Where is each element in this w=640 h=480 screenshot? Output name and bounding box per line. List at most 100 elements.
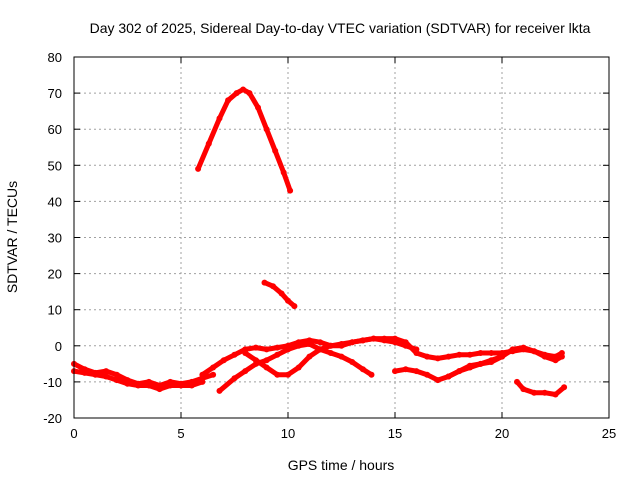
data-point: [488, 350, 495, 356]
x-tick-label: 10: [281, 426, 295, 441]
data-point: [295, 342, 302, 349]
data-point: [349, 339, 356, 346]
x-tick-label: 0: [70, 426, 77, 441]
data-point: [424, 371, 431, 378]
data-point: [263, 357, 270, 364]
y-tick-label: 60: [48, 122, 62, 137]
data-point: [531, 348, 538, 355]
data-point: [81, 369, 88, 376]
data-point: [280, 169, 287, 176]
data-point: [272, 147, 279, 154]
data-point: [242, 368, 249, 375]
data-point: [240, 86, 247, 93]
data-point: [349, 359, 356, 365]
data-point: [445, 353, 452, 360]
data-point: [167, 382, 174, 389]
data-point: [274, 371, 281, 378]
data-point: [103, 373, 110, 380]
data-point: [499, 353, 505, 360]
x-tick-label: 20: [495, 426, 509, 441]
data-point: [359, 337, 366, 344]
data-point: [113, 377, 120, 384]
data-point: [291, 303, 298, 310]
data-point: [338, 342, 345, 349]
y-tick-label: 80: [48, 50, 62, 65]
x-axis-label: GPS time / hours: [288, 457, 395, 473]
data-point: [188, 382, 195, 389]
data-point: [466, 351, 473, 358]
data-point: [370, 335, 377, 342]
data-point: [156, 386, 163, 393]
chart-title: Day 302 of 2025, Sidereal Day-to-day VTE…: [90, 20, 591, 36]
data-point: [216, 115, 223, 122]
data-point: [466, 362, 473, 369]
data-point: [306, 353, 313, 360]
y-tick-label: 40: [48, 194, 62, 209]
data-point: [210, 364, 217, 371]
y-tick-label: 70: [48, 86, 62, 101]
data-point: [216, 387, 223, 394]
data-point: [285, 297, 291, 304]
data-series: [71, 86, 568, 398]
data-point: [210, 371, 217, 378]
data-point: [561, 384, 568, 391]
data-point: [514, 378, 520, 385]
data-point: [488, 357, 495, 364]
data-point: [263, 364, 270, 371]
data-point: [558, 350, 565, 356]
data-point: [285, 371, 291, 378]
data-point: [456, 368, 463, 375]
data-point: [327, 350, 334, 356]
data-point: [246, 90, 253, 97]
data-point: [145, 382, 152, 389]
data-point: [274, 344, 281, 351]
axis-ticks: 0 5 10 15 20 25 -20 -10 0 10 20 30 40 50 60 70 80: [43, 50, 616, 441]
data-point: [402, 342, 409, 349]
data-point: [242, 350, 249, 356]
data-point: [541, 351, 548, 358]
data-point: [456, 351, 463, 358]
data-point: [233, 90, 240, 97]
data-point: [220, 357, 227, 364]
data-point: [199, 378, 206, 385]
data-point: [317, 339, 324, 346]
data-point: [368, 371, 375, 378]
data-point: [445, 373, 452, 380]
data-point: [477, 350, 484, 356]
grid-lines: [74, 57, 609, 418]
y-tick-label: 20: [48, 267, 62, 282]
series-arc-3: [199, 336, 565, 378]
data-point: [263, 346, 270, 353]
data-point: [317, 346, 324, 353]
y-tick-label: 10: [48, 303, 62, 318]
data-point: [552, 353, 559, 360]
data-point: [392, 368, 398, 375]
data-point: [113, 371, 120, 378]
data-point: [178, 382, 184, 389]
data-point: [255, 104, 261, 111]
data-point: [434, 355, 441, 362]
data-point: [520, 386, 527, 393]
data-point: [92, 371, 99, 378]
data-point: [261, 279, 268, 286]
data-point: [541, 389, 548, 396]
data-point: [359, 366, 366, 373]
data-point: [392, 339, 398, 346]
y-tick-label: -20: [43, 411, 62, 426]
data-point: [231, 351, 238, 358]
data-point: [402, 366, 409, 373]
data-point: [477, 360, 484, 367]
data-point: [195, 165, 202, 172]
data-point: [509, 346, 516, 353]
y-tick-label: 30: [48, 231, 62, 246]
data-point: [520, 344, 527, 351]
series-arc-8: [195, 87, 293, 194]
data-point: [205, 140, 212, 147]
data-point: [135, 382, 142, 389]
data-point: [338, 353, 345, 360]
data-point: [124, 380, 131, 387]
data-point: [552, 391, 559, 398]
data-point: [295, 364, 302, 371]
data-point: [231, 375, 238, 382]
